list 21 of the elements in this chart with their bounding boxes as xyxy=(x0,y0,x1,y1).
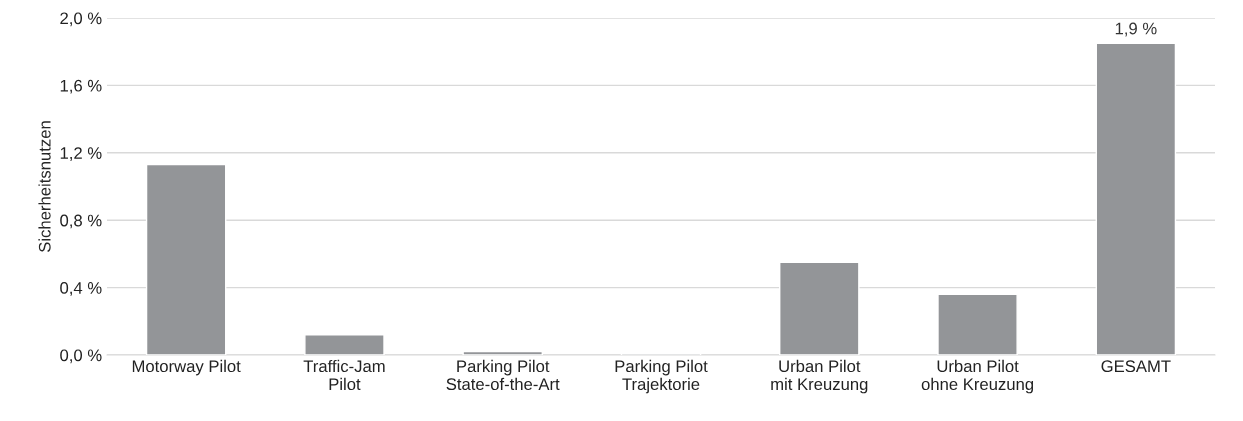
bar xyxy=(462,350,543,355)
x-tick-label: GESAMT xyxy=(1101,360,1171,373)
x-tick-label: Traffic-Jam Pilot xyxy=(303,359,385,391)
bar xyxy=(145,163,227,355)
x-tick-label: Parking Pilot Trajektorie xyxy=(615,359,708,394)
x-tick-label: Urban Pilot ohne Kreuzung xyxy=(921,359,1034,394)
y-tick-label: 1,6 % xyxy=(60,79,102,94)
x-tick-label: Motorway Pilot xyxy=(132,359,241,376)
y-tick-label: 0,8 % xyxy=(60,214,102,229)
data-label: 1,9 % xyxy=(1115,22,1157,37)
x-tick-label: Urban Pilot mit Kreuzung xyxy=(771,359,868,394)
bar xyxy=(1095,42,1177,355)
y-tick-label: 0,4 % xyxy=(60,282,102,296)
bar xyxy=(779,261,860,355)
bar xyxy=(304,334,385,355)
bar xyxy=(937,293,1018,355)
y-axis-title: Sicherheitsnutzen xyxy=(38,121,51,252)
x-tick-label: Parking Pilot State-of-the-Art xyxy=(446,359,560,391)
y-tick-label: 1,2 % xyxy=(60,147,102,161)
y-tick-label: 2,0 % xyxy=(60,12,102,27)
y-tick-label: 0,0 % xyxy=(60,349,102,364)
